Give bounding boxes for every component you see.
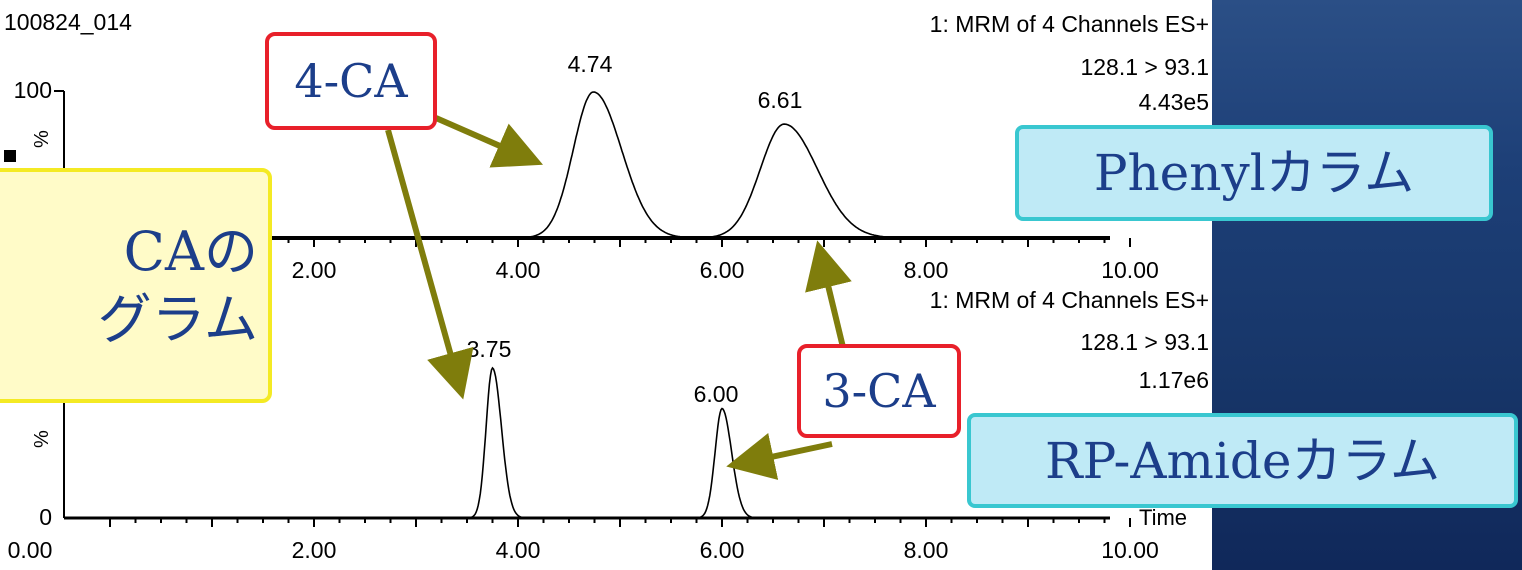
legend-marker xyxy=(4,150,16,162)
chromatogram-trace xyxy=(528,91,886,239)
arrow-4ca-to-phenyl-peak xyxy=(434,115,543,168)
header-line-2: 128.1 > 93.1 xyxy=(1080,54,1209,80)
x-tick-label: 8.00 xyxy=(904,257,949,283)
header-line-1: 1: MRM of 4 Channels ES+ xyxy=(930,11,1209,37)
x-axis-ticks xyxy=(109,518,1131,527)
callout-3-ca: 3-CA xyxy=(797,344,961,438)
peak-label: 6.00 xyxy=(694,381,739,407)
peak-label: 6.61 xyxy=(758,87,803,113)
x-tick-label: 2.00 xyxy=(292,537,337,563)
x-tick-label: 10.00 xyxy=(1101,257,1159,283)
y-axis-label: % xyxy=(31,430,53,448)
x-tick-label: 6.00 xyxy=(700,257,745,283)
y-tick-label: 100 xyxy=(14,77,52,103)
sample-id: 100824_014 xyxy=(4,9,132,35)
x-tick-label: 4.00 xyxy=(496,257,541,283)
x-tick-label: 4.00 xyxy=(496,537,541,563)
x-tick-label: 10.00 xyxy=(1101,537,1159,563)
x-tick-label: 2.00 xyxy=(292,257,337,283)
peak-label: 3.75 xyxy=(467,336,512,362)
x-tick-label: 6.00 xyxy=(700,537,745,563)
arrow-4ca-to-amide-peak xyxy=(385,129,474,400)
chromatogram-trace xyxy=(461,366,845,519)
callout-rp-amide-column: RP-Amideカラム xyxy=(967,413,1518,508)
chromatogram-rp-amide: 1: MRM of 4 Channels ES+ 128.1 > 93.1 1.… xyxy=(8,287,1209,563)
chromatogram-phenyl: 1: MRM of 4 Channels ES+ 128.1 > 93.1 4.… xyxy=(4,11,1209,283)
title-line-2: グラム xyxy=(97,287,258,351)
header-line-3: 4.43e5 xyxy=(1139,89,1209,115)
header-line-2: 128.1 > 93.1 xyxy=(1080,329,1209,355)
callout-title: CAの グラム xyxy=(0,168,272,403)
title-line-1: CAの xyxy=(123,220,258,283)
peak-label: 4.74 xyxy=(568,51,613,77)
y-tick-label: 0 xyxy=(39,504,52,530)
header-line-1: 1: MRM of 4 Channels ES+ xyxy=(930,287,1209,313)
x-tick-label: 0.00 xyxy=(8,537,53,563)
x-axis-label: Time xyxy=(1139,505,1187,530)
header-line-3: 1.17e6 xyxy=(1139,367,1209,393)
callout-4-ca: 4-CA xyxy=(265,32,437,130)
callout-phenyl-column: Phenylカラム xyxy=(1015,125,1493,221)
y-axis-label: % xyxy=(31,130,53,148)
arrow-3ca-to-amide-peak xyxy=(726,433,833,480)
x-tick-label: 8.00 xyxy=(904,537,949,563)
